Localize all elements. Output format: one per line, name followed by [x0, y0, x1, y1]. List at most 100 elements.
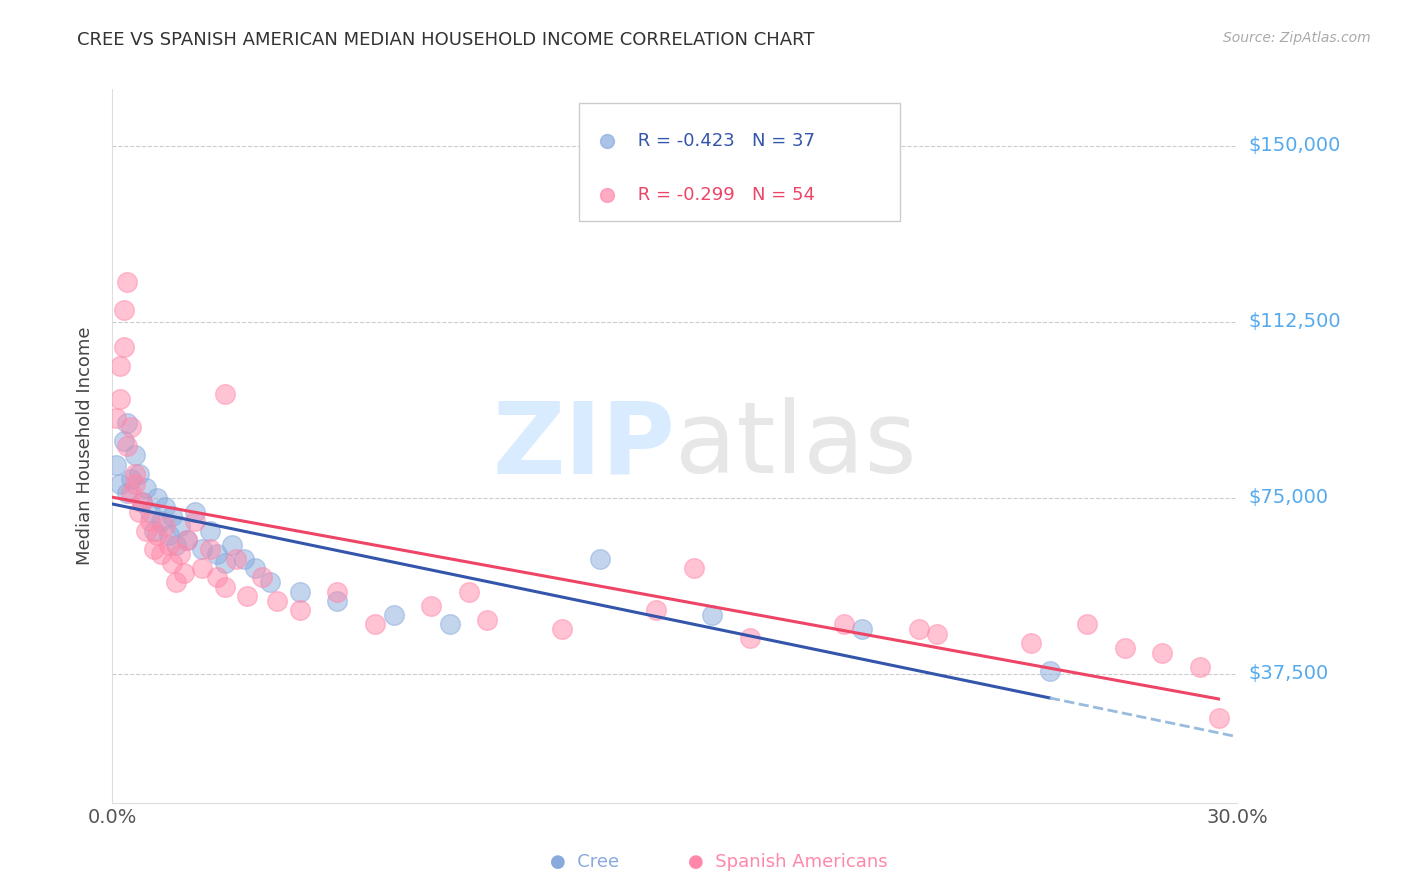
Point [117, 486, 139, 500]
Point [176, 533, 198, 547]
Text: Source: ZipAtlas.com: Source: ZipAtlas.com [1223, 31, 1371, 45]
Point [1076, 617, 1098, 632]
Point [738, 632, 761, 646]
Text: ZIP: ZIP [492, 398, 675, 494]
Point [420, 599, 443, 613]
Point [1152, 646, 1174, 660]
Point [131, 495, 153, 509]
Point [243, 561, 266, 575]
Point [288, 603, 311, 617]
Point [364, 617, 387, 632]
Point [382, 607, 405, 622]
Point [153, 518, 176, 533]
Point [105, 410, 128, 425]
Point [139, 514, 162, 528]
Point [124, 449, 146, 463]
Point [135, 481, 157, 495]
Point [225, 551, 247, 566]
Point [288, 584, 311, 599]
Point [112, 434, 135, 449]
Point [1188, 659, 1211, 673]
Point [157, 528, 180, 542]
Text: atlas: atlas [675, 398, 917, 494]
Point [112, 302, 135, 317]
Point [142, 542, 165, 557]
Point [105, 458, 128, 472]
Point [214, 557, 236, 571]
Point [214, 387, 236, 401]
Text: ●  Cree: ● Cree [550, 853, 620, 871]
Point [1019, 636, 1042, 650]
Point [259, 575, 281, 590]
Point [702, 607, 724, 622]
Point [198, 524, 221, 538]
Point [851, 622, 873, 636]
Point [112, 340, 135, 354]
Point [439, 617, 461, 632]
Text: $112,500: $112,500 [1249, 312, 1341, 331]
Point [326, 584, 349, 599]
Text: $37,500: $37,500 [1249, 665, 1329, 683]
Point [589, 551, 612, 566]
Point [645, 603, 668, 617]
Point [214, 580, 236, 594]
Point [117, 275, 139, 289]
Point [108, 359, 131, 374]
Point [457, 584, 479, 599]
Point [207, 547, 229, 561]
Point [1208, 711, 1230, 725]
Point [169, 547, 191, 561]
Point [108, 392, 131, 406]
Point [120, 472, 142, 486]
Point [252, 570, 274, 584]
Point [169, 518, 191, 533]
Text: R = -0.423   N = 37: R = -0.423 N = 37 [633, 132, 815, 150]
Point [551, 622, 574, 636]
Point [191, 542, 214, 557]
Point [907, 622, 929, 636]
Point [1114, 640, 1136, 655]
Point [128, 505, 150, 519]
Y-axis label: Median Household Income: Median Household Income [76, 326, 94, 566]
Point [236, 589, 259, 603]
Text: CREE VS SPANISH AMERICAN MEDIAN HOUSEHOLD INCOME CORRELATION CHART: CREE VS SPANISH AMERICAN MEDIAN HOUSEHOL… [77, 31, 815, 49]
Point [153, 500, 176, 514]
Point [124, 476, 146, 491]
Point [207, 570, 229, 584]
Point [165, 538, 187, 552]
Point [682, 561, 704, 575]
Point [142, 524, 165, 538]
Text: ●  Spanish Americans: ● Spanish Americans [688, 853, 887, 871]
Point [162, 557, 184, 571]
Point [117, 439, 139, 453]
Point [326, 594, 349, 608]
Point [135, 524, 157, 538]
Point [221, 538, 243, 552]
Point [232, 551, 254, 566]
Point [150, 547, 173, 561]
Point [198, 542, 221, 557]
Point [146, 491, 169, 505]
Point [162, 509, 184, 524]
Text: $75,000: $75,000 [1249, 488, 1329, 508]
Point [184, 514, 207, 528]
FancyBboxPatch shape [579, 103, 900, 221]
Point [150, 514, 173, 528]
Point [117, 416, 139, 430]
Text: R = -0.299   N = 54: R = -0.299 N = 54 [633, 186, 815, 204]
Point [832, 617, 855, 632]
Point [184, 505, 207, 519]
Point [173, 566, 195, 580]
Point [108, 476, 131, 491]
Point [157, 538, 180, 552]
Point [139, 505, 162, 519]
Point [477, 613, 499, 627]
Point [191, 561, 214, 575]
Point [131, 495, 153, 509]
Point [176, 533, 198, 547]
Point [128, 467, 150, 482]
Point [120, 420, 142, 434]
Point [1039, 665, 1062, 679]
Point [165, 575, 187, 590]
Point [146, 528, 169, 542]
